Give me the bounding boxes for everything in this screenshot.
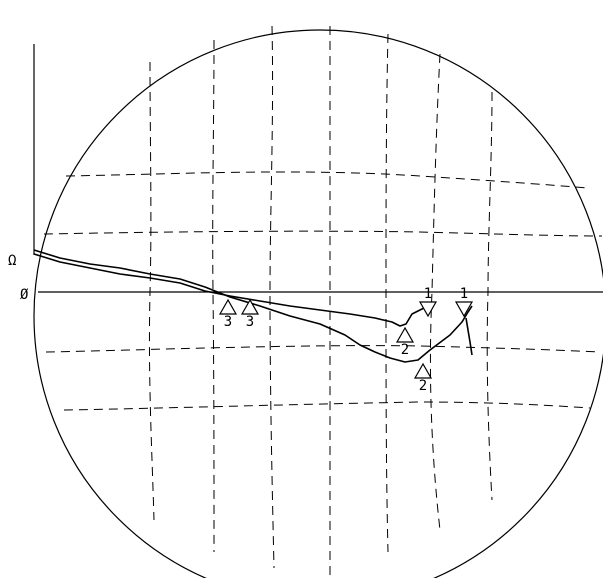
grid-line-v [269,25,275,569]
grid-line-v [385,33,389,553]
marker-label: 2 [401,342,409,358]
grid-line-h [65,171,589,189]
marker-group: 1 1 2 2 3 3 [218,286,474,394]
marker-label: 1 [460,286,468,302]
marker-3: 3 [240,298,260,330]
marker-1: 1 [454,286,474,318]
grid-line-v [148,61,155,521]
marker-triangle [395,326,415,343]
marker-label: 2 [419,378,427,394]
dashed-grid [43,25,603,576]
marker-label: 3 [224,314,232,330]
grid-line-v [429,53,441,531]
grid-line-v [486,91,493,501]
marker-3: 3 [218,298,238,330]
grid-line-h [45,345,601,353]
grid-line-v [212,39,215,553]
marker-1: 1 [418,286,438,318]
zero-label: Ø [20,287,29,303]
trace-line-2 [33,253,433,327]
trace-group [33,249,473,363]
trace-line-3 [465,317,473,356]
marker-triangle [454,301,474,318]
marker-triangle [218,298,238,315]
ohm-unit-label: Ω [8,253,16,269]
grid-line-h [43,230,603,237]
marker-triangle [240,298,260,315]
marker-label: 1 [424,286,432,302]
trace-line-1 [33,249,473,363]
marker-triangle [413,362,433,379]
marker-label: 3 [246,314,254,330]
marker-triangle [418,301,438,318]
marker-2: 2 [395,326,415,358]
grid-line-h [63,401,591,411]
chart-boundary-circle [33,29,603,578]
marker-2: 2 [413,362,433,394]
